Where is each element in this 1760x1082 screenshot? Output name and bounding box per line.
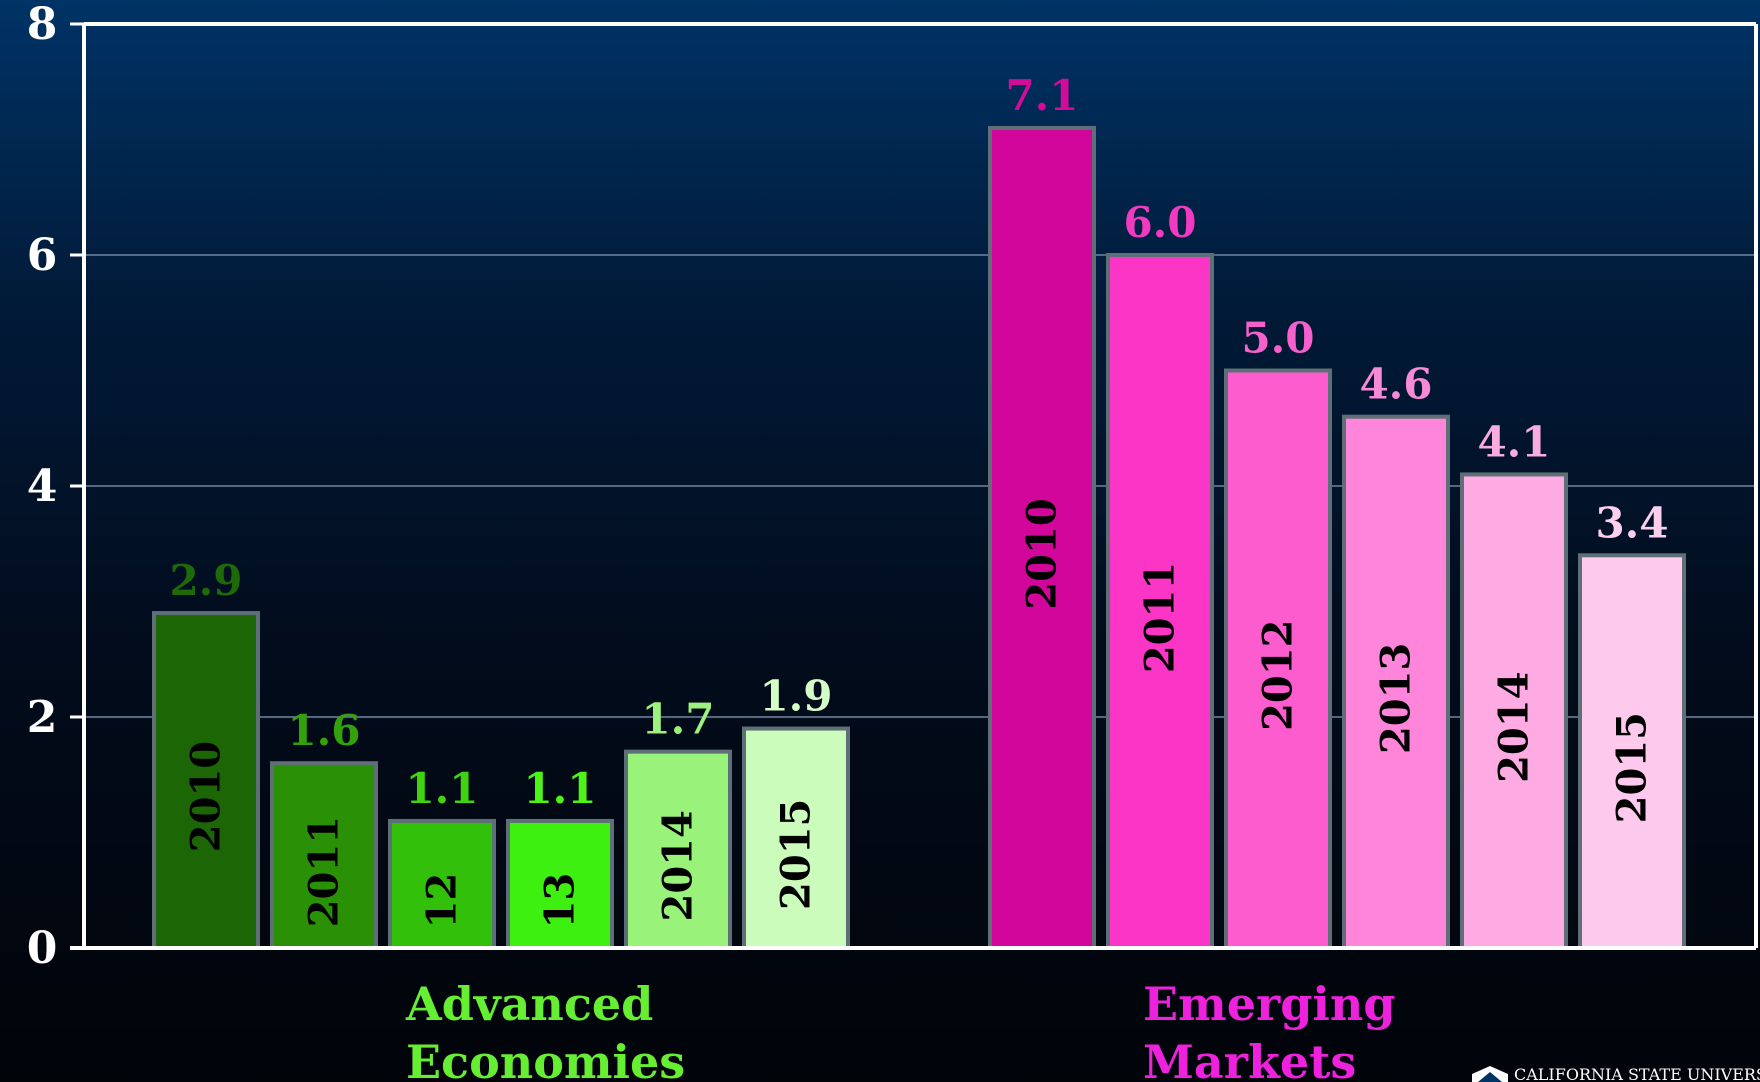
group-label: Advanced: [405, 977, 653, 1031]
value-label: 7.1: [1005, 71, 1078, 120]
value-label: 5.0: [1241, 314, 1314, 363]
bar-year-label: 2014: [1491, 672, 1538, 783]
bar: [270, 761, 378, 951]
group-label: Markets: [1143, 1035, 1356, 1082]
value-label: 1.1: [523, 764, 596, 813]
bar-year-label: 2010: [183, 741, 230, 852]
bar-year-label: 2015: [773, 799, 820, 910]
bar-year-label: 2015: [1609, 712, 1656, 823]
value-label: 1.9: [759, 672, 832, 721]
y-tick-label: 0: [27, 923, 58, 974]
value-label: 4.6: [1359, 360, 1432, 409]
bars: [152, 125, 1686, 951]
value-label: 3.4: [1595, 498, 1668, 547]
bar-year-label: 12: [419, 873, 466, 929]
bar-year-label: 2011: [301, 816, 348, 927]
bar: [1342, 414, 1450, 950]
value-label: 1.6: [287, 706, 360, 755]
bar: [388, 818, 496, 951]
y-tick-label: 6: [27, 230, 58, 281]
value-label: 2.9: [169, 556, 242, 605]
value-label: 4.1: [1477, 417, 1550, 466]
bar: [1578, 553, 1686, 950]
bar-year-label: 2013: [1373, 643, 1420, 754]
bar-year-label: 2010: [1019, 498, 1066, 609]
group-label: Economies: [406, 1035, 685, 1082]
university-logo-icon: [1472, 1066, 1508, 1082]
y-tick-label: 4: [27, 461, 58, 512]
y-tick-label: 2: [27, 692, 58, 743]
y-tick-label: 8: [27, 0, 58, 50]
footer: CALIFORNIA STATE UNIVERSITY: [1472, 1065, 1760, 1082]
group-label: Emerging: [1143, 977, 1395, 1031]
bar-year-label: 2014: [655, 810, 702, 921]
axes: [70, 22, 1758, 950]
bar: [988, 125, 1096, 950]
value-label: 1.1: [405, 764, 478, 813]
bar-year-label: 13: [537, 873, 584, 929]
labels: 0 2 4 6 8 2.9 2010 1.6 2011 1.1 12 1.1 13 1.7 2014 1.9 2…: [27, 0, 1669, 1082]
bar-year-label: 2012: [1255, 620, 1302, 731]
institution-name: CALIFORNIA STATE UNIVERSITY: [1514, 1065, 1760, 1082]
bar: [152, 611, 260, 950]
value-label: 1.7: [641, 695, 714, 744]
bar: [1106, 253, 1214, 950]
value-label: 6.0: [1123, 198, 1196, 247]
bar: [1224, 368, 1332, 950]
bar-year-label: 2011: [1137, 562, 1184, 673]
